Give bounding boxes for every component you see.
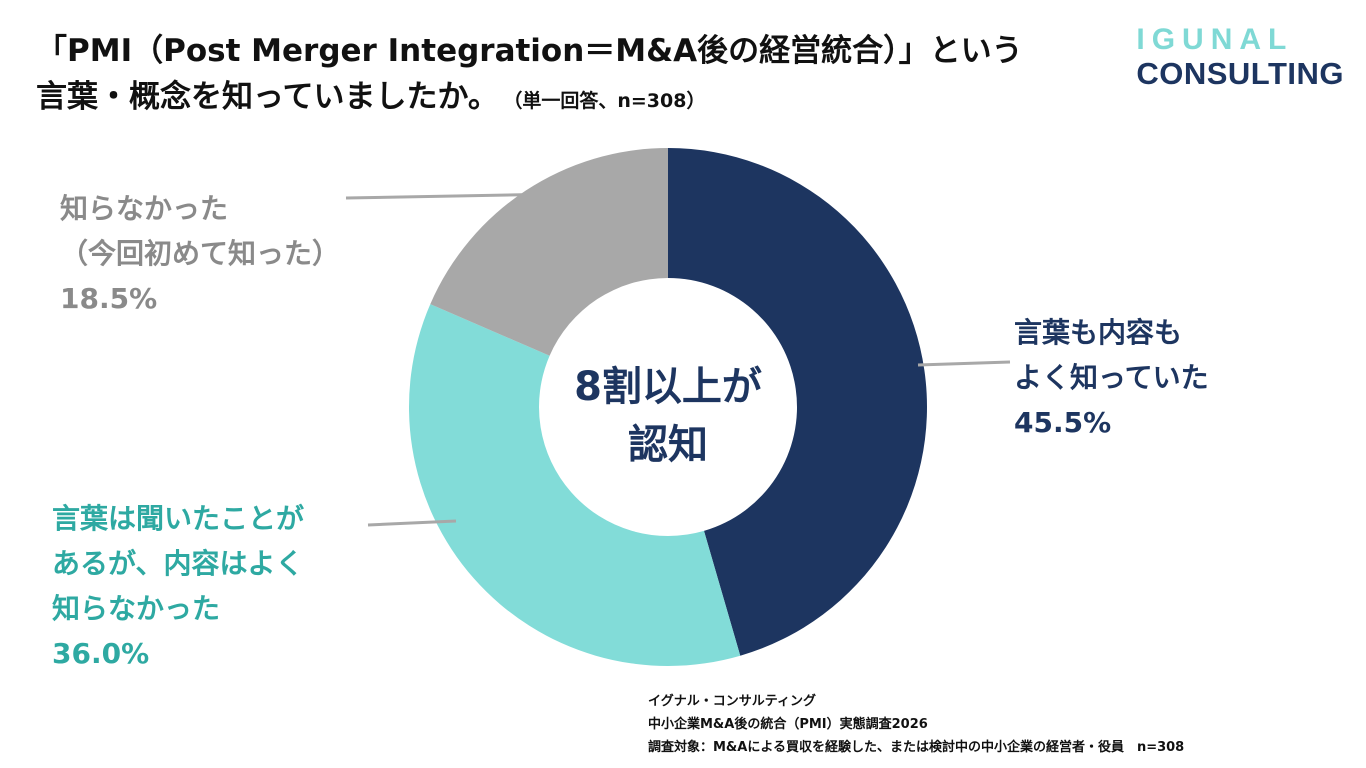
label-heard-only-value: 36.0%	[52, 637, 150, 670]
sample-note: （単一回答、n=308）	[512, 90, 706, 112]
label-unknown: 知らなかった （今回初めて知った） 18.5%	[60, 186, 340, 321]
label-heard-only-line-1: 言葉は聞いたことが	[52, 502, 305, 535]
label-known-well-value: 45.5%	[1014, 406, 1112, 439]
slice-known-well	[668, 148, 927, 656]
label-unknown-line-2: （今回初めて知った）	[60, 237, 341, 270]
leader-line-known-well	[917, 360, 1011, 367]
slice-unknown	[430, 147, 668, 356]
footer-line-1: イグナル・コンサルティング	[648, 694, 816, 709]
footer-line-3: 調査対象：M&Aによる買収を経験した、または検討中の中小企業の経営者・役員 n=…	[648, 740, 1185, 755]
slice-heard-only	[408, 304, 741, 666]
footer-line-2: 中小企業M&A後の統合（PMI）実態調査2026	[648, 717, 928, 732]
center-text-line-1: 8割以上が	[574, 364, 762, 410]
company-logo: IGUNAL CONSULTING	[1136, 24, 1344, 92]
title-line-2: 言葉・概念を知っていましたか。 （単一回答、n=308）	[36, 74, 1023, 124]
label-unknown-line-1: 知らなかった	[60, 192, 229, 225]
label-known-well-line-2: よく知っていた	[1014, 361, 1209, 394]
label-heard-only-line-3: 知らなかった	[52, 592, 221, 625]
label-heard-only: 言葉は聞いたことが あるが、内容はよく 知らなかった 36.0%	[52, 496, 304, 676]
donut-center-text: 8割以上が 認知	[540, 358, 796, 474]
leader-line-heard-only	[367, 519, 457, 527]
source-footer: イグナル・コンサルティング 中小企業M&A後の統合（PMI）実態調査2026 調…	[648, 690, 1184, 759]
center-text-line-2: 認知	[628, 422, 708, 468]
label-known-well-line-1: 言葉も内容も	[1014, 316, 1183, 349]
label-known-well: 言葉も内容も よく知っていた 45.5%	[1014, 310, 1209, 445]
logo-bottom-text: CONSULTING	[1136, 56, 1344, 91]
logo-top-text: IGUNAL	[1136, 23, 1294, 56]
leader-line-unknown	[345, 192, 561, 200]
label-unknown-value: 18.5%	[60, 282, 158, 315]
title-line-1: 「PMI（Post Merger Integration＝M&A後の経営統合）」…	[36, 33, 1023, 69]
label-heard-only-line-2: あるが、内容はよく	[52, 547, 304, 580]
chart-title: 「PMI（Post Merger Integration＝M&A後の経営統合）」…	[36, 28, 1023, 124]
title-line-2-text: 言葉・概念を知っていましたか。	[36, 79, 499, 115]
